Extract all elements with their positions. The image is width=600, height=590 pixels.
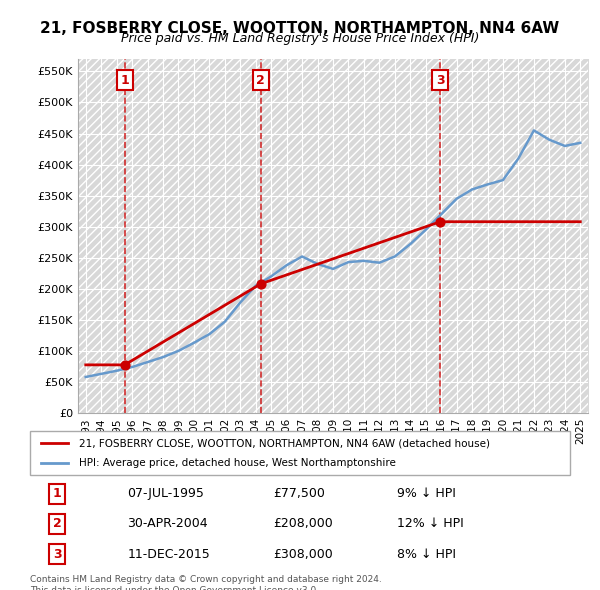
Text: 3: 3 — [436, 74, 445, 87]
Text: 3: 3 — [53, 548, 61, 560]
Text: £208,000: £208,000 — [273, 517, 333, 530]
Point — [256, 279, 266, 289]
Text: 30-APR-2004: 30-APR-2004 — [127, 517, 208, 530]
Text: 21, FOSBERRY CLOSE, WOOTTON, NORTHAMPTON, NN4 6AW: 21, FOSBERRY CLOSE, WOOTTON, NORTHAMPTON… — [40, 21, 560, 35]
Text: 2: 2 — [256, 74, 265, 87]
Text: 21, FOSBERRY CLOSE, WOOTTON, NORTHAMPTON, NN4 6AW (detached house): 21, FOSBERRY CLOSE, WOOTTON, NORTHAMPTON… — [79, 438, 490, 448]
Text: 1: 1 — [120, 74, 129, 87]
Text: £308,000: £308,000 — [273, 548, 333, 560]
Text: HPI: Average price, detached house, West Northamptonshire: HPI: Average price, detached house, West… — [79, 458, 395, 467]
Point — [436, 217, 445, 227]
Text: 11-DEC-2015: 11-DEC-2015 — [127, 548, 210, 560]
Text: £77,500: £77,500 — [273, 487, 325, 500]
Text: 8% ↓ HPI: 8% ↓ HPI — [397, 548, 456, 560]
Text: Contains HM Land Registry data © Crown copyright and database right 2024.
This d: Contains HM Land Registry data © Crown c… — [30, 575, 382, 590]
Text: 2: 2 — [53, 517, 61, 530]
Text: 1: 1 — [53, 487, 61, 500]
Text: 07-JUL-1995: 07-JUL-1995 — [127, 487, 204, 500]
Point — [120, 360, 130, 369]
Text: 9% ↓ HPI: 9% ↓ HPI — [397, 487, 456, 500]
FancyBboxPatch shape — [30, 431, 570, 475]
Text: 12% ↓ HPI: 12% ↓ HPI — [397, 517, 464, 530]
Text: Price paid vs. HM Land Registry's House Price Index (HPI): Price paid vs. HM Land Registry's House … — [121, 32, 479, 45]
